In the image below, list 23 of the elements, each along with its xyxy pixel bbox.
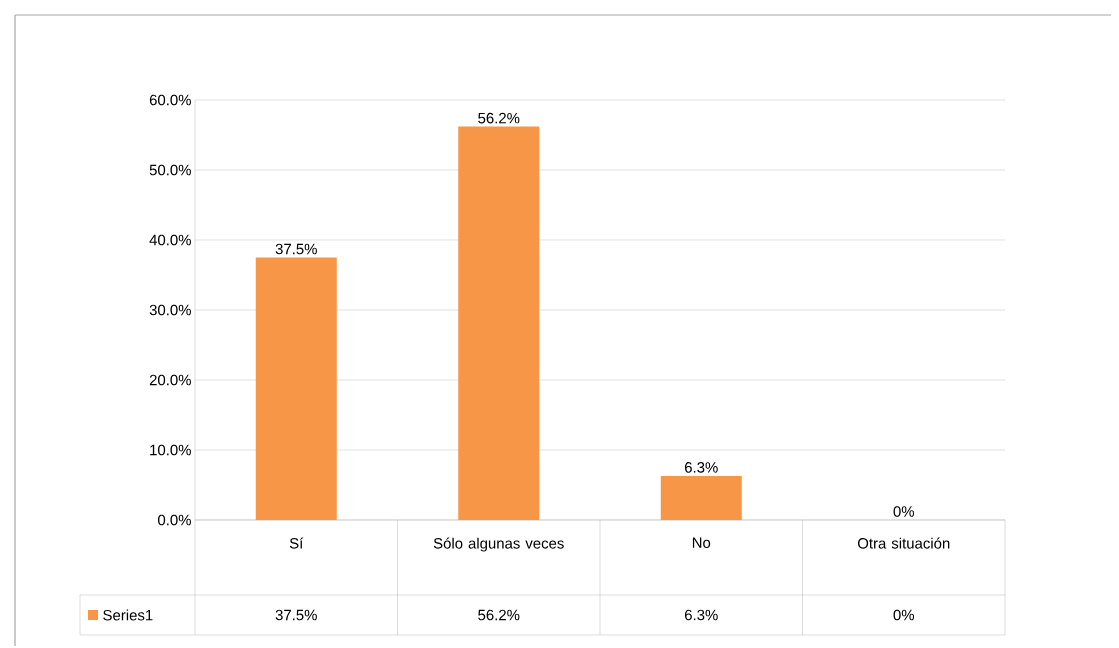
bar bbox=[255, 257, 337, 520]
legend-label: Series1 bbox=[103, 609, 153, 621]
bar bbox=[660, 475, 742, 520]
x-tick-label: No bbox=[692, 537, 711, 548]
x-tick-label: Sólo algunas veces bbox=[433, 537, 564, 552]
text: 56.2% bbox=[478, 609, 520, 621]
y-tick-label: 60.0% bbox=[149, 94, 191, 106]
y-tick-label: 40.0% bbox=[149, 234, 191, 246]
y-tick-label: 0.0% bbox=[158, 514, 191, 526]
text: 0% bbox=[893, 609, 915, 621]
text: 37.5% bbox=[275, 609, 317, 621]
y-tick-label: 20.0% bbox=[149, 374, 191, 386]
y-tick-label: 10.0% bbox=[150, 444, 191, 456]
text: 0% bbox=[893, 506, 915, 517]
text: 6.3% bbox=[685, 462, 718, 473]
bar bbox=[458, 126, 540, 520]
y-tick-label: 50.0% bbox=[149, 164, 191, 176]
x-tick-label: Otra situación bbox=[857, 537, 950, 549]
text: 56.2% bbox=[478, 112, 520, 124]
x-tick-label: Sí bbox=[289, 537, 304, 549]
y-tick-label: 30.0% bbox=[149, 304, 191, 316]
text: 37.5% bbox=[275, 243, 317, 255]
text: 6.3% bbox=[684, 609, 718, 621]
